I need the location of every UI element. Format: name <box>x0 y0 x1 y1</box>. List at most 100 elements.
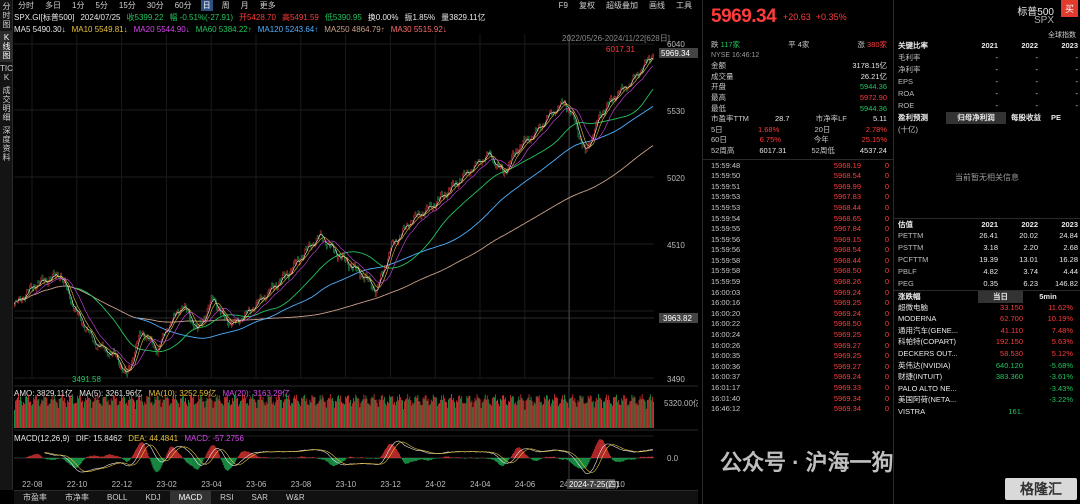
period-tab[interactable]: 15分 <box>118 1 136 10</box>
period-tab[interactable]: 多日 <box>45 1 61 10</box>
draw-line-button[interactable]: 画线 <box>649 1 665 10</box>
volume-bar <box>345 396 346 428</box>
tick-row: 15:59:54 5968.65 0 <box>703 214 893 225</box>
volume-bar <box>53 394 55 428</box>
macd-bar <box>621 458 623 462</box>
crosshair-price-label: 3963.82 <box>663 314 692 323</box>
sidebar-item-depth[interactable]: 深度资料 <box>2 126 11 162</box>
sidebar-item-tick[interactable]: TICK <box>0 64 13 82</box>
f9-button[interactable]: F9 <box>558 1 568 10</box>
tick-row: 16:00:16 5969.25 0 <box>703 298 893 309</box>
tick-volume: 0 <box>884 234 889 244</box>
macd-bar <box>338 458 339 464</box>
volume-bar <box>75 403 76 428</box>
period-tab[interactable]: 5分 <box>95 1 108 10</box>
volume-bar <box>389 395 390 428</box>
volume-bar <box>28 395 29 428</box>
volume-bar <box>398 400 399 428</box>
macd-bar <box>235 458 236 462</box>
macd-bar <box>143 443 145 458</box>
macd-bar <box>91 455 93 458</box>
adjust-button[interactable]: 复权 <box>579 1 595 10</box>
tools-button[interactable]: 工具 <box>676 1 692 10</box>
mover-row[interactable]: 科帕特(COPART) 192.150 5.63% <box>898 337 1073 347</box>
forecast-tab-pe[interactable]: PE <box>1050 113 1061 122</box>
tab-sar[interactable]: SAR <box>251 493 268 502</box>
mover-row[interactable]: MODERNA 62.700 10.19% <box>898 314 1073 324</box>
volume-bar <box>319 395 321 428</box>
tick-list[interactable]: 15:59:48 5968.19 0 15:59:50 5968.54 0 15:59:51… <box>703 158 893 415</box>
volume-bar <box>230 405 231 428</box>
period-tab[interactable]: 周 <box>221 1 230 10</box>
volume-bar <box>485 399 487 428</box>
volume-bar <box>587 395 589 428</box>
volume-bar <box>470 402 472 428</box>
mover-row[interactable]: 超微电脑 33.150 11.62% <box>898 302 1073 312</box>
period-tab[interactable]: 分时 <box>18 1 34 10</box>
volume-bar <box>172 395 174 428</box>
mover-row[interactable]: 英伟达(NVIDIA) 640.120 -5.68% <box>898 360 1073 370</box>
volume-bar <box>260 394 262 428</box>
forecast-tab-eps[interactable]: 每股收益 <box>1011 113 1041 122</box>
volume-bar <box>583 403 585 428</box>
buy-button[interactable]: 买 <box>1060 0 1078 17</box>
sidebar-item-timeshare[interactable]: 分时图 <box>2 2 11 29</box>
movers-tab-day[interactable]: 当日 <box>978 291 1023 303</box>
macd-bar <box>64 458 66 462</box>
mover-row[interactable]: 通用汽车(GENE... 41.110 7.48% <box>898 325 1073 335</box>
macd-bar <box>134 452 135 458</box>
volume-bar <box>622 400 624 428</box>
volume-bar <box>373 394 375 428</box>
volume-bar <box>353 397 355 428</box>
macd-bar <box>209 447 211 458</box>
period-tab-more[interactable]: 更多 <box>259 1 276 10</box>
volume-bar <box>409 396 411 428</box>
volume-bar <box>579 395 581 428</box>
period-tab-daily[interactable]: 日 <box>200 0 213 11</box>
period-tab[interactable]: 60分 <box>174 1 192 10</box>
macd-bar <box>525 454 527 458</box>
volume-bar <box>133 399 134 428</box>
macd-bar <box>642 456 644 458</box>
volume-bar <box>236 398 237 428</box>
sidebar-item-trades[interactable]: 成交明细 <box>2 86 11 122</box>
kline-chart[interactable]: 2022/05/26-2024/11/22[628日] 6017.31 3491… <box>14 34 698 504</box>
macd-bar <box>224 458 226 470</box>
tab-pe[interactable]: 市盈率 <box>23 493 47 502</box>
mover-row[interactable]: 财捷(INTUIT) 383.360 -3.61% <box>898 372 1073 382</box>
tab-wr[interactable]: W&R <box>285 493 305 502</box>
macd-bar <box>28 456 29 458</box>
macd-bar <box>191 458 193 466</box>
volume-bar <box>93 401 95 428</box>
mover-row[interactable]: 美国阿荷(NETA... -3.22% <box>898 395 1073 405</box>
tab-boll[interactable]: BOLL <box>107 493 128 502</box>
period-tab[interactable]: 30分 <box>146 1 164 10</box>
tab-rsi[interactable]: RSI <box>220 493 234 502</box>
tab-kdj[interactable]: KDJ <box>145 493 161 502</box>
tab-pb[interactable]: 市净率 <box>65 493 89 502</box>
global-index-link[interactable]: 全球指数 <box>1048 32 1076 39</box>
macd-bar <box>644 456 646 458</box>
volume-bar <box>216 394 218 428</box>
crosshair-price-tag <box>659 313 698 323</box>
forecast-tab-net-profit[interactable]: 归母净利润 <box>946 112 1006 124</box>
volume-bar <box>646 399 648 428</box>
period-tab[interactable]: 1分 <box>72 1 85 10</box>
macd-bar <box>641 457 643 458</box>
tab-macd[interactable]: MACD <box>169 491 212 504</box>
volume-bar <box>301 397 303 428</box>
volume-bar <box>491 397 493 428</box>
overlay-button[interactable]: 超级叠加 <box>606 1 638 10</box>
sidebar-item-kline[interactable]: K线图 <box>0 31 13 62</box>
macd-bar <box>539 458 541 460</box>
mover-row[interactable]: PALO ALTO NE... -3.43% <box>898 383 1073 393</box>
volume-bar <box>573 400 575 428</box>
movers-tab-5min[interactable]: 5min <box>1039 292 1057 301</box>
period-tab[interactable]: 月 <box>240 1 249 10</box>
mover-row[interactable]: VISTRA 161. <box>898 406 1023 416</box>
macd-bar <box>421 458 423 460</box>
mover-row[interactable]: DECKERS OUT... 58.530 5.12% <box>898 348 1073 358</box>
macd-bar <box>524 453 526 458</box>
volume-bar <box>65 406 67 428</box>
volume-bar <box>400 397 401 428</box>
